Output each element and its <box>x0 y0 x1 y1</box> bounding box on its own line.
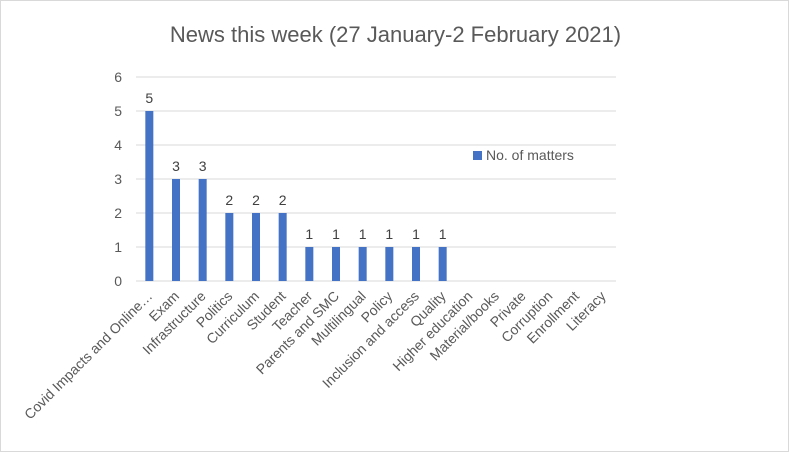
data-label: 1 <box>359 226 367 242</box>
data-label: 1 <box>385 226 393 242</box>
data-label: 1 <box>332 226 340 242</box>
y-tick-label: 3 <box>114 171 122 187</box>
y-tick-label: 1 <box>114 239 122 255</box>
bar <box>385 247 394 281</box>
data-label: 1 <box>412 226 420 242</box>
y-tick-label: 0 <box>114 273 122 289</box>
data-label: 2 <box>252 192 260 208</box>
y-tick-label: 4 <box>114 137 122 153</box>
data-label: 2 <box>279 192 287 208</box>
data-label: 3 <box>199 158 207 174</box>
y-tick-label: 6 <box>114 69 122 85</box>
category-label: Covid Impacts and Online… <box>21 288 156 423</box>
bar <box>332 247 340 281</box>
data-label: 1 <box>439 226 447 242</box>
bar <box>278 213 287 281</box>
bar <box>412 247 420 281</box>
legend-swatch <box>473 151 482 160</box>
bar <box>252 213 260 281</box>
y-tick-label: 5 <box>114 103 122 119</box>
y-tick-label: 2 <box>114 205 122 221</box>
bar <box>225 213 234 281</box>
bar <box>198 179 207 281</box>
bar <box>145 111 154 281</box>
data-label: 3 <box>172 158 180 174</box>
bar <box>358 247 367 281</box>
legend-label: No. of matters <box>486 147 574 163</box>
data-label: 2 <box>225 192 233 208</box>
bar <box>172 179 180 281</box>
bar <box>438 247 447 281</box>
data-label: 1 <box>305 226 313 242</box>
data-label: 5 <box>145 90 153 106</box>
bar <box>305 247 314 281</box>
chart-title: News this week (27 January-2 February 20… <box>169 22 622 47</box>
